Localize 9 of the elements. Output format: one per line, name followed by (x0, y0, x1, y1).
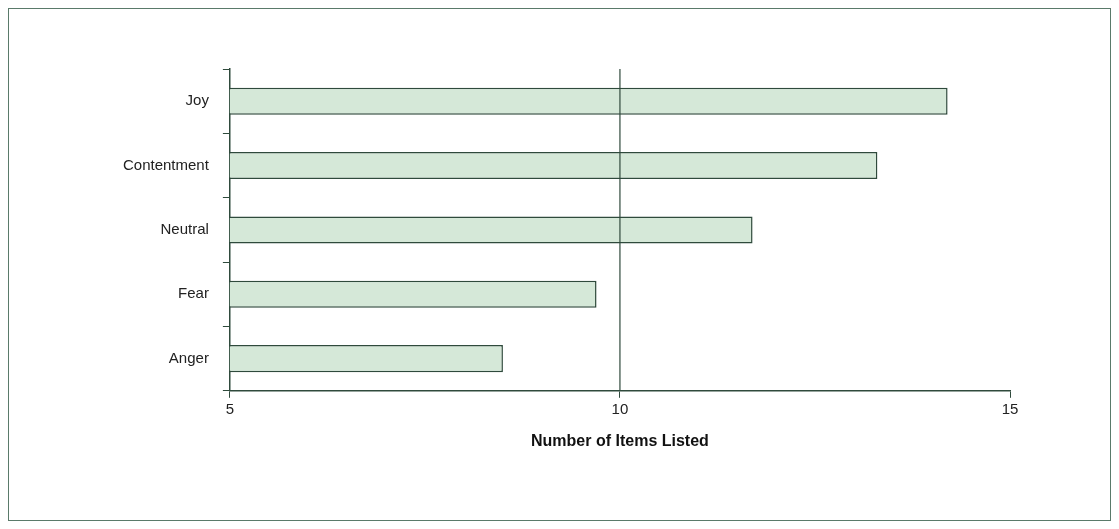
y-tick-label: Joy (185, 91, 210, 109)
y-tick-label: Anger (168, 348, 209, 366)
y-tick-label: Fear (178, 284, 209, 302)
x-tick-label: 15 (1001, 399, 1019, 417)
x-tick-label: 5 (225, 399, 235, 417)
x-axis-title: Number of Items Listed (531, 431, 709, 449)
x-tick-label: 10 (611, 399, 629, 417)
y-tick-label: Neutral (160, 220, 209, 238)
y-tick-label: Contentment (122, 155, 210, 173)
